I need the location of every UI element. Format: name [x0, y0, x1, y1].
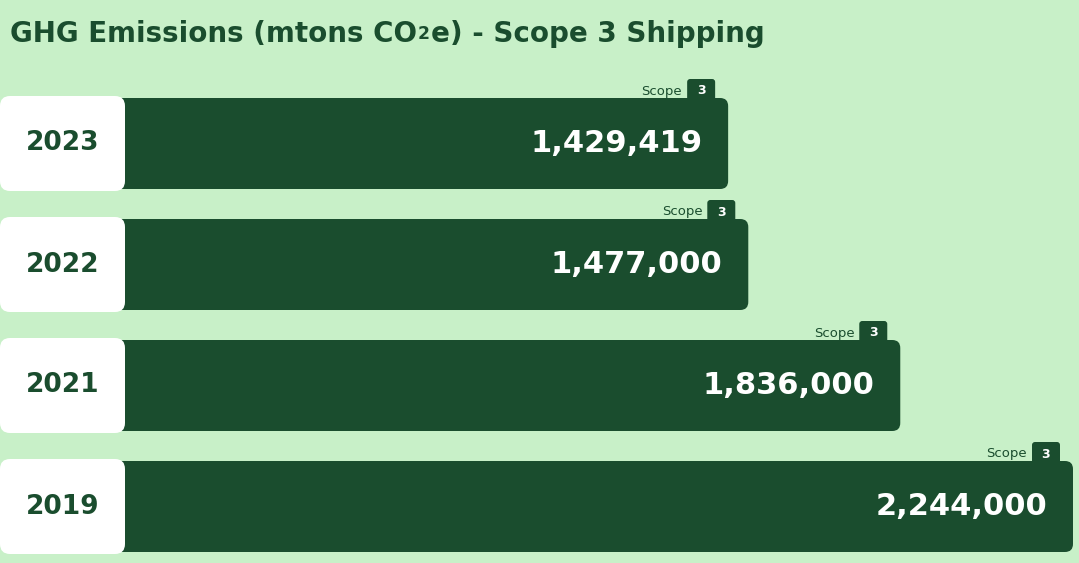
FancyBboxPatch shape — [1032, 442, 1060, 466]
FancyBboxPatch shape — [687, 79, 715, 103]
Text: 2: 2 — [418, 25, 431, 43]
FancyBboxPatch shape — [107, 219, 749, 310]
Text: e) - Scope 3 Shipping: e) - Scope 3 Shipping — [431, 20, 765, 48]
FancyBboxPatch shape — [859, 321, 887, 345]
FancyBboxPatch shape — [0, 217, 125, 312]
FancyBboxPatch shape — [107, 461, 1073, 552]
Text: 2021: 2021 — [26, 373, 99, 399]
Text: 1,477,000: 1,477,000 — [550, 250, 722, 279]
Text: Scope: Scope — [661, 205, 702, 218]
Text: Scope: Scope — [814, 327, 855, 339]
Text: 3: 3 — [716, 205, 725, 218]
Text: GHG Emissions (mtons CO: GHG Emissions (mtons CO — [10, 20, 416, 48]
FancyBboxPatch shape — [0, 338, 125, 433]
Text: 2022: 2022 — [26, 252, 99, 278]
Text: 3: 3 — [869, 327, 877, 339]
Text: 2019: 2019 — [26, 494, 99, 520]
Text: 3: 3 — [1041, 448, 1050, 461]
FancyBboxPatch shape — [107, 340, 900, 431]
Text: 3: 3 — [697, 84, 706, 97]
Text: 2,244,000: 2,244,000 — [875, 492, 1047, 521]
FancyBboxPatch shape — [107, 98, 728, 189]
FancyBboxPatch shape — [0, 459, 125, 554]
FancyBboxPatch shape — [708, 200, 735, 224]
FancyBboxPatch shape — [0, 96, 125, 191]
Text: 1,429,419: 1,429,419 — [530, 129, 702, 158]
Text: Scope: Scope — [986, 448, 1027, 461]
Text: Scope: Scope — [642, 84, 682, 97]
Text: 1,836,000: 1,836,000 — [702, 371, 874, 400]
Text: 2023: 2023 — [26, 131, 99, 157]
